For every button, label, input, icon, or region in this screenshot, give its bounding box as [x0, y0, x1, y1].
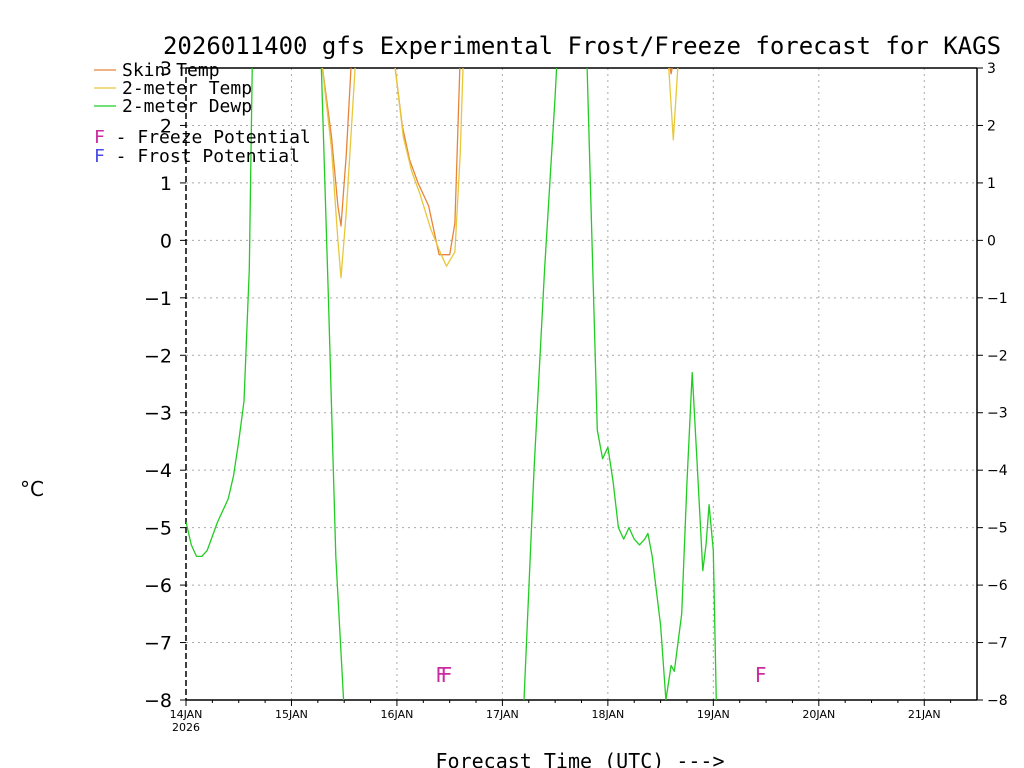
- x-axis-label: Forecast Time (UTC) --->: [436, 749, 725, 768]
- series-line-2-meter-temp: [394, 68, 464, 267]
- x-tick-label: 17JAN: [486, 708, 519, 721]
- axes: −8 −7 −6 −5 −4 −3 −2 −1 0 1 2 3 −8 −7 −6 −5 −4 −3 −2 −1 0 1 2 3…: [144, 58, 1008, 734]
- y-tick-label-right: −7: [987, 636, 1008, 652]
- y-tick-label-right: 3: [987, 61, 996, 77]
- y-tick-label-right: 2: [987, 118, 996, 134]
- series-line-skin-temp: [321, 68, 352, 227]
- legend-label-2: 2-meter Dewp: [122, 96, 252, 117]
- freeze-potential-marker: F: [441, 663, 453, 687]
- x-tick-sublabel: 2026: [172, 721, 200, 734]
- y-tick-label: 0: [160, 230, 172, 252]
- y-tick-label: −5: [144, 518, 172, 540]
- potential-legend-0: F - Freeze Potential: [94, 127, 311, 148]
- legend-label-0: Skin Temp: [122, 60, 220, 81]
- y-tick-label: 2: [160, 115, 172, 137]
- x-tick-label: 14JAN: [170, 708, 203, 721]
- series-layer: [186, 68, 717, 700]
- x-tick-label: 15JAN: [275, 708, 308, 721]
- potential-legend-label: - Frost Potential: [105, 146, 300, 167]
- x-tick-label: 18JAN: [591, 708, 624, 721]
- x-tick-label: 19JAN: [697, 708, 730, 721]
- y-tick-label: −6: [144, 575, 172, 597]
- y-axis-label: °C: [20, 477, 44, 501]
- series-line-2-meter-dewp: [320, 68, 345, 700]
- potential-markers: FF F: [435, 663, 766, 687]
- potential-legend-1: F - Frost Potential: [94, 146, 300, 167]
- y-tick-label: −2: [144, 345, 172, 367]
- series-line-2-meter-temp: [321, 68, 356, 279]
- potential-legend-marker: F: [94, 127, 105, 148]
- y-tick-label: −8: [144, 690, 172, 712]
- potential-legend-marker: F: [94, 146, 105, 167]
- series-line-skin-temp: [394, 68, 461, 256]
- legend-label-1: 2-meter Temp: [122, 78, 252, 99]
- y-tick-label-right: 1: [987, 176, 996, 192]
- freeze-potential-marker: F: [435, 663, 447, 687]
- y-tick-label-right: −3: [987, 406, 1008, 422]
- freeze-potential-marker: F: [755, 663, 767, 687]
- y-tick-label-right: −4: [987, 463, 1008, 479]
- potential-legend-label: - Freeze Potential: [105, 127, 311, 148]
- chart-title: 2026011400 gfs Experimental Frost/Freeze…: [163, 32, 1001, 60]
- series-line-2-meter-dewp: [523, 68, 558, 700]
- y-tick-label-right: −8: [987, 693, 1008, 709]
- y-tick-label: 1: [160, 173, 172, 195]
- y-tick-label-right: −6: [987, 578, 1008, 594]
- series-clip-group: [186, 68, 717, 700]
- y-tick-label: −3: [144, 403, 172, 425]
- x-tick-label: 21JAN: [908, 708, 941, 721]
- y-tick-label: 3: [160, 58, 172, 80]
- x-tick-label: 16JAN: [381, 708, 414, 721]
- x-tick-label: 20JAN: [802, 708, 835, 721]
- series-line-skin-temp: [669, 68, 673, 75]
- y-tick-label-right: −2: [987, 348, 1008, 364]
- y-tick-label-right: −5: [987, 521, 1008, 537]
- y-tick-label: −7: [144, 633, 172, 655]
- y-tick-label-right: −1: [987, 291, 1008, 307]
- grid: [186, 68, 977, 700]
- y-tick-label: −1: [144, 288, 172, 310]
- y-tick-label-right: 0: [987, 233, 996, 249]
- series-line-2-meter-dewp: [186, 68, 253, 558]
- series-line-2-meter-temp: [668, 68, 679, 141]
- y-tick-label: −4: [144, 460, 172, 482]
- series-line-2-meter-dewp: [586, 68, 717, 700]
